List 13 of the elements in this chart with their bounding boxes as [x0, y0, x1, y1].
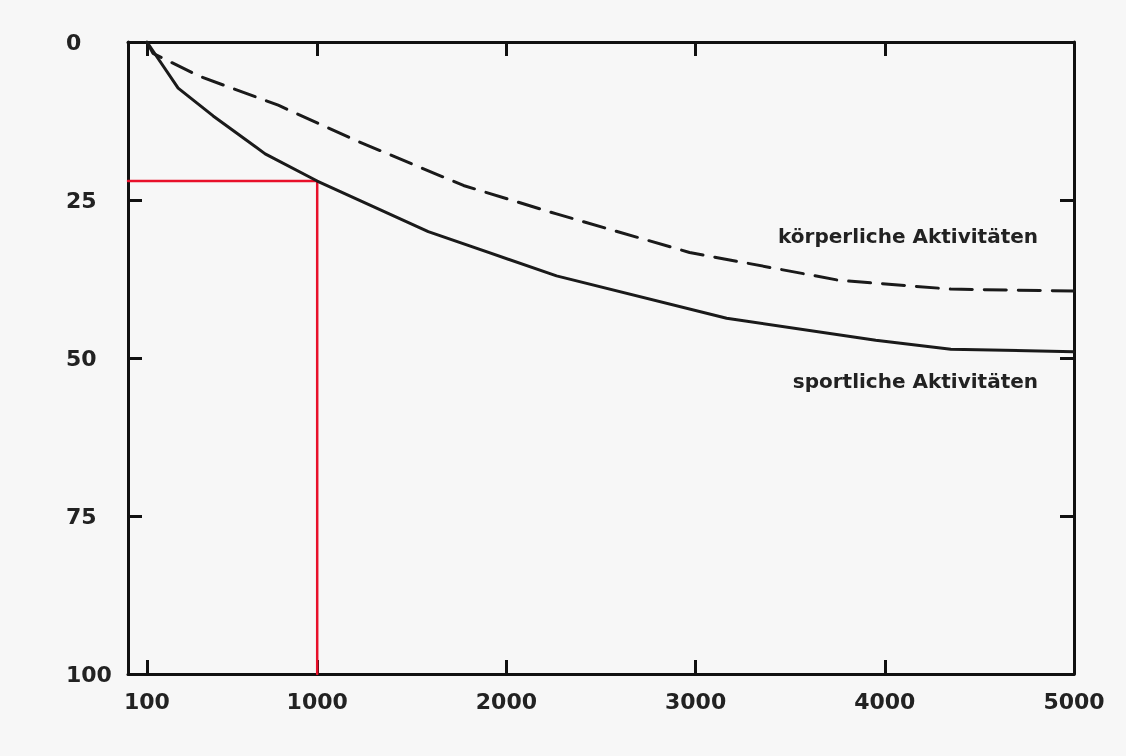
x-tick-label: 1000 [286, 688, 348, 714]
x-tick-label: 2000 [475, 688, 538, 714]
x-tick-label: 100 [123, 688, 170, 714]
y-tick-label: 100 [66, 661, 112, 687]
series-label: körperliche Aktivitäten [778, 224, 1038, 249]
y-tick-label: 0 [66, 29, 82, 55]
x-tick-label: 5000 [1043, 688, 1105, 714]
x-tick-label: 3000 [664, 688, 727, 714]
y-tick-label: 25 [66, 187, 97, 213]
series-label: sportliche Aktivitäten [792, 368, 1038, 393]
y-tick-label: 50 [66, 345, 97, 371]
y-tick-label: 75 [66, 503, 97, 529]
x-tick-label: 4000 [854, 688, 916, 714]
